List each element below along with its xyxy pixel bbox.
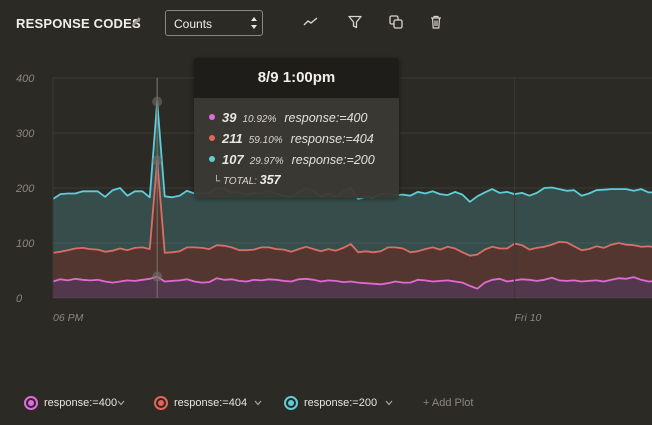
tooltip-row: 211 59.10% response:=404 <box>209 131 374 147</box>
metric-select[interactable]: Counts <box>165 10 263 36</box>
select-arrows-icon <box>251 17 257 29</box>
tooltip-title: 8/9 1:00pm <box>194 58 399 98</box>
legend-item-200[interactable]: response:=200 <box>284 396 394 410</box>
tooltip-series-name: response:=404 <box>290 132 374 146</box>
tooltip-series-name: response:=400 <box>284 111 368 125</box>
y-tick-label: 300 <box>16 128 35 140</box>
line-chart-icon[interactable] <box>303 14 319 30</box>
series-area <box>53 160 652 289</box>
panel-title: RESPONSE CODES <box>16 16 141 31</box>
series-area <box>53 101 652 256</box>
trash-icon[interactable] <box>428 14 444 30</box>
chevron-down-icon[interactable] <box>254 400 262 406</box>
pencil-icon[interactable] <box>130 15 143 28</box>
legend-dot-icon <box>24 396 38 410</box>
tooltip-total-label: TOTAL: <box>222 176 257 187</box>
y-tick-label: 0 <box>16 293 23 305</box>
x-tick-label: Fri 10 <box>515 312 542 324</box>
tree-connector-icon: └ <box>213 176 223 187</box>
hover-marker <box>152 155 163 166</box>
chevron-down-icon[interactable] <box>385 400 393 406</box>
series-line <box>52 159 652 257</box>
panel-header: RESPONSE CODES Counts <box>0 0 652 48</box>
legend-item-404[interactable]: response:=404 <box>154 396 264 410</box>
stacked-area-chart[interactable]: 400 300 200 100 0 06 PM Fri 10 <box>0 48 652 338</box>
chevron-down-icon[interactable] <box>117 400 125 406</box>
tooltip-total-value: 357 <box>259 173 281 187</box>
legend-label: response:=400 <box>44 397 118 409</box>
y-tick-label: 100 <box>16 238 35 250</box>
add-plot-button[interactable]: + Add Plot <box>423 397 474 409</box>
legend-label: response:=404 <box>174 397 248 409</box>
tooltip-total: └ TOTAL: 357 <box>213 173 281 187</box>
tooltip-row: 107 29.97% response:=200 <box>209 152 375 168</box>
hover-marker <box>152 271 163 282</box>
tooltip-dot-icon <box>209 156 215 162</box>
series-area <box>53 276 652 298</box>
y-tick-label: 200 <box>15 183 35 195</box>
legend-dot-icon <box>284 396 298 410</box>
tooltip-percent: 10.92% <box>242 114 277 125</box>
tooltip-percent: 29.97% <box>249 156 284 167</box>
legend-item-400[interactable]: response:=400 <box>24 396 125 410</box>
tooltip-percent: 59.10% <box>248 135 283 146</box>
tooltip-dot-icon <box>209 135 215 141</box>
tooltip-count: 39 <box>222 110 237 125</box>
y-tick-label: 400 <box>16 73 35 85</box>
metric-select-value: Counts <box>174 17 213 31</box>
chart-tooltip: 8/9 1:00pm 39 10.92% response:=400 211 59.1… <box>194 58 399 198</box>
x-tick-label: 06 PM <box>53 312 84 324</box>
tooltip-series-name: response:=200 <box>291 153 375 167</box>
tooltip-count: 211 <box>222 131 243 146</box>
tooltip-count: 107 <box>222 152 244 167</box>
duplicate-icon[interactable] <box>388 14 404 30</box>
tooltip-row: 39 10.92% response:=400 <box>209 110 367 126</box>
legend-dot-icon <box>154 396 168 410</box>
chart-legend: response:=400 response:=404 response:=20… <box>0 390 652 416</box>
tooltip-dot-icon <box>209 114 215 120</box>
legend-label: response:=200 <box>304 397 378 409</box>
hover-marker <box>152 96 163 107</box>
filter-icon[interactable] <box>347 14 363 30</box>
